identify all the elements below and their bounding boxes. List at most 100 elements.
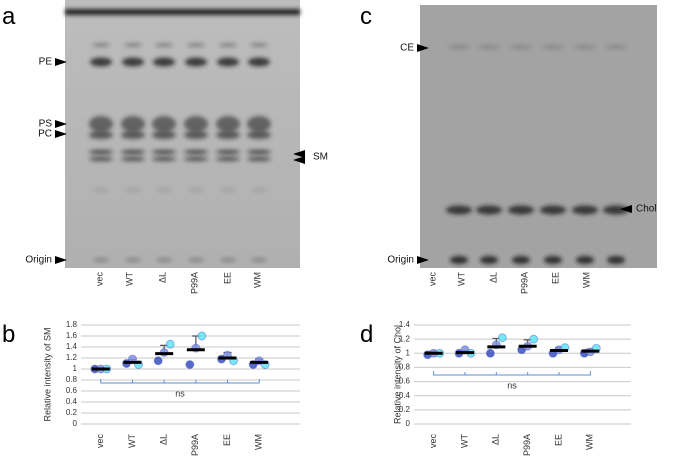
band (188, 258, 204, 262)
significance-bracket (433, 371, 591, 376)
band (155, 43, 173, 47)
band (152, 116, 176, 132)
marker-label: Origin (387, 255, 414, 266)
band (574, 45, 596, 49)
data-point (497, 333, 507, 343)
band (603, 205, 629, 215)
band (540, 205, 566, 215)
panel-label: d (360, 321, 373, 348)
band (184, 131, 208, 139)
lane-label: ΔL (488, 272, 498, 283)
band (93, 188, 109, 192)
y-axis-label: Relative intensity of SM (42, 327, 52, 421)
lane-label: EE (550, 272, 560, 284)
band (219, 43, 237, 47)
band (542, 45, 564, 49)
band (156, 188, 172, 192)
x-tick-label: ΔL (159, 434, 169, 445)
data-point (153, 356, 163, 366)
y-tick-label: 0.8 (399, 363, 411, 372)
band (92, 43, 110, 47)
lane-label: WT (124, 272, 134, 286)
lane-label: P99A (189, 272, 199, 294)
band (478, 45, 500, 49)
band (152, 150, 176, 154)
data-point (165, 339, 175, 349)
band (220, 258, 236, 262)
lane-label: WM (581, 272, 591, 288)
band (251, 258, 267, 262)
arrowhead (55, 58, 67, 66)
lane-label: P99A (519, 272, 529, 294)
band (185, 57, 207, 67)
band (125, 188, 141, 192)
band (605, 45, 627, 49)
y-tick-label: 0.4 (399, 391, 411, 400)
arrowhead (55, 256, 67, 264)
band (124, 43, 142, 47)
panel-label: b (2, 321, 15, 348)
lane-label: vec (427, 272, 437, 287)
data-point (185, 360, 195, 370)
y-tick-label: 0.4 (66, 397, 78, 406)
significance-bracket (100, 379, 260, 384)
band (121, 116, 145, 132)
band (90, 57, 112, 67)
arrowhead (55, 120, 67, 128)
y-tick-label: 1.4 (399, 320, 411, 329)
arrowhead (620, 205, 632, 213)
band (508, 205, 534, 215)
band (121, 157, 145, 161)
x-tick-label: vec (428, 434, 438, 449)
band (184, 150, 208, 154)
lane-label: EE (222, 272, 232, 284)
band (89, 150, 113, 154)
arrowhead (417, 44, 429, 52)
arrowhead (417, 256, 429, 264)
annotation: ns (507, 380, 517, 390)
annotation: ns (175, 388, 185, 398)
band (89, 157, 113, 161)
band (122, 57, 144, 67)
band (187, 43, 205, 47)
band (247, 131, 271, 139)
band (572, 205, 598, 215)
marker-label: PC (38, 129, 52, 140)
band (247, 157, 271, 161)
panel-label: a (2, 3, 16, 30)
y-tick-label: 1.8 (66, 320, 78, 329)
y-tick-label: 0 (73, 419, 78, 428)
y-tick-label: 1 (406, 348, 411, 357)
band (93, 258, 109, 262)
band (220, 188, 236, 192)
band (510, 45, 532, 49)
band (216, 157, 240, 161)
band (576, 256, 594, 264)
panel-label: c (360, 3, 372, 30)
x-tick-label: WT (127, 434, 137, 448)
y-axis-label: Relative intensity of Chol (392, 325, 402, 424)
band (184, 157, 208, 161)
y-tick-label: 1.2 (399, 334, 411, 343)
band (480, 256, 498, 264)
x-tick-label: ΔL (491, 434, 501, 445)
band (250, 43, 268, 47)
y-tick-label: 0.8 (66, 375, 78, 384)
band (248, 57, 270, 67)
band (188, 188, 204, 192)
x-tick-label: WM (585, 434, 595, 450)
x-tick-label: P99A (522, 434, 532, 456)
band (544, 256, 562, 264)
y-tick-label: 0.2 (66, 408, 78, 417)
lane-label: vec (94, 272, 104, 287)
band (448, 45, 470, 49)
data-point (529, 334, 539, 344)
band (216, 150, 240, 154)
y-tick-label: 0.6 (66, 386, 78, 395)
band (89, 116, 113, 132)
band (121, 150, 145, 154)
lane-label: ΔL (157, 272, 167, 283)
lane-label: WM (252, 272, 262, 288)
y-tick-label: 1.6 (66, 331, 78, 340)
